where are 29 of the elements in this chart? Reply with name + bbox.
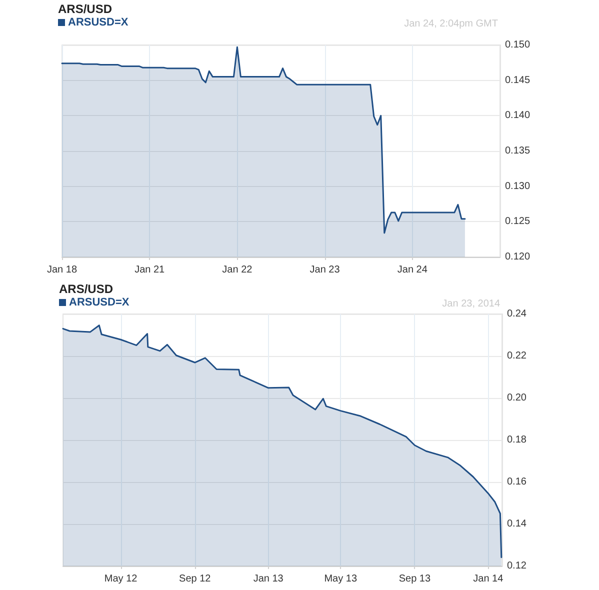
y-tick-label: 0.150 [505,40,530,50]
chart-title: ARS/USD [59,282,114,296]
y-tick-label: 0.20 [507,392,527,404]
x-tick-label: Jan 13 [253,574,284,584]
x-tick-label: Jan 21 [134,264,166,276]
y-tick-label: 0.14 [507,518,527,530]
x-tick-label: Jan 22 [222,264,253,276]
y-tick-label: 0.22 [507,350,527,362]
y-tick-label: 0.12 [507,560,527,572]
y-tick-label: 0.145 [505,74,530,86]
legend-label: ARSUSD=X [68,16,129,28]
legend-label: ARSUSD=X [69,296,130,308]
y-tick-label: 0.120 [505,252,530,262]
x-tick-label: Jan 24 [397,264,428,276]
y-tick-label: 0.18 [507,434,527,446]
chart-title: ARS/USD [58,2,112,16]
y-tick-label: 0.125 [505,216,530,228]
x-tick-label: Sep 13 [398,574,431,584]
y-tick-label: 0.24 [507,308,527,320]
x-tick-label: Jan 23 [310,264,340,276]
x-tick-label: Jan 14 [473,574,504,584]
y-tick-label: 0.16 [507,476,527,488]
x-tick-label: Sep 12 [179,574,212,584]
y-tick-label: 0.135 [505,146,530,156]
y-tick-label: 0.140 [505,110,530,122]
x-tick-label: May 12 [104,574,138,584]
x-tick-label: May 13 [324,574,358,584]
x-tick-label: Jan 18 [46,264,78,276]
y-tick-label: 0.130 [505,180,530,192]
